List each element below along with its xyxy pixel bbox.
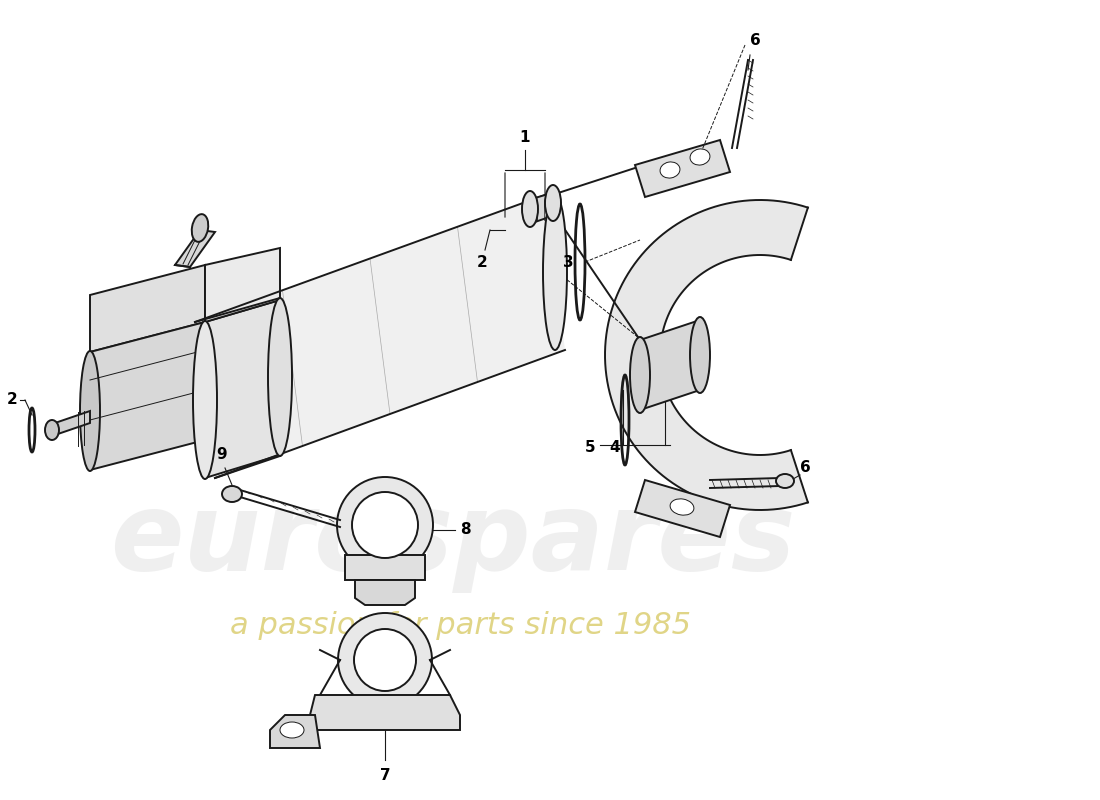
Polygon shape <box>635 140 730 197</box>
Ellipse shape <box>338 613 432 707</box>
Ellipse shape <box>522 191 538 227</box>
Text: 1: 1 <box>519 130 530 145</box>
Polygon shape <box>205 248 280 322</box>
Text: 3: 3 <box>563 255 573 270</box>
Text: 5: 5 <box>584 441 595 455</box>
Ellipse shape <box>337 477 433 573</box>
Polygon shape <box>205 300 280 478</box>
Ellipse shape <box>544 185 561 221</box>
Text: 7: 7 <box>379 768 390 783</box>
Polygon shape <box>635 480 730 537</box>
Polygon shape <box>90 265 205 352</box>
Polygon shape <box>605 200 807 510</box>
Ellipse shape <box>45 420 59 440</box>
Text: 2: 2 <box>7 393 18 407</box>
Polygon shape <box>355 580 415 605</box>
Polygon shape <box>310 695 460 730</box>
Polygon shape <box>640 320 700 410</box>
Ellipse shape <box>543 194 566 350</box>
Ellipse shape <box>690 149 710 165</box>
Ellipse shape <box>222 486 242 502</box>
Polygon shape <box>195 195 565 478</box>
Text: a passion for parts since 1985: a passion for parts since 1985 <box>230 610 691 639</box>
Text: 9: 9 <box>217 447 228 462</box>
Text: 6: 6 <box>800 461 811 475</box>
Text: 4: 4 <box>609 441 620 455</box>
Ellipse shape <box>630 337 650 413</box>
Ellipse shape <box>192 321 217 479</box>
Ellipse shape <box>280 722 304 738</box>
Polygon shape <box>345 555 425 580</box>
Polygon shape <box>52 411 90 436</box>
Ellipse shape <box>354 629 416 691</box>
Polygon shape <box>175 230 214 267</box>
Ellipse shape <box>268 298 292 456</box>
Text: 8: 8 <box>460 522 471 538</box>
Text: 2: 2 <box>476 255 487 270</box>
Text: eurospares: eurospares <box>110 487 795 593</box>
Ellipse shape <box>191 214 208 242</box>
Polygon shape <box>270 715 320 748</box>
Polygon shape <box>535 192 556 222</box>
Polygon shape <box>90 322 205 470</box>
Ellipse shape <box>776 474 794 488</box>
Text: 6: 6 <box>749 33 760 48</box>
Ellipse shape <box>690 317 710 393</box>
Ellipse shape <box>352 492 418 558</box>
Ellipse shape <box>670 499 694 515</box>
Ellipse shape <box>660 162 680 178</box>
Ellipse shape <box>80 351 100 471</box>
